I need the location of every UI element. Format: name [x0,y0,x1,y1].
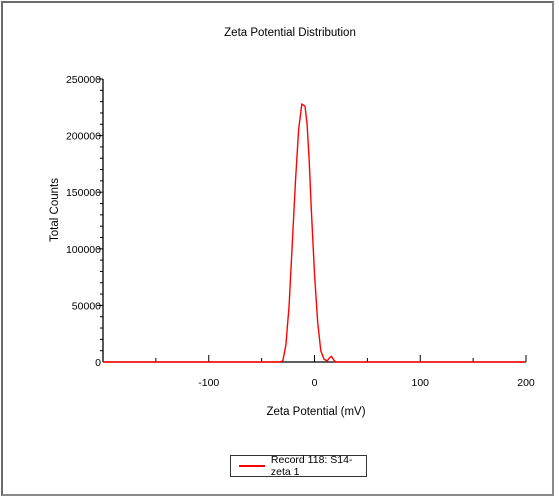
y-tick-label: 0 [95,357,101,369]
chart-title: Zeta Potential Distribution [224,27,356,39]
y-tick-label: 100000 [66,244,101,256]
x-tick-label: 100 [411,377,429,389]
y-tick-label: 250000 [66,74,101,86]
x-axis-title: Zeta Potential (mV) [266,406,365,418]
x-tick-label: 200 [517,377,535,389]
legend: Record 118: S14-zeta 1 [230,454,367,478]
y-tick-label: 150000 [66,187,101,199]
legend-label: Record 118: S14-zeta 1 [270,454,353,478]
series-layer [103,103,526,363]
x-tick-label: -100 [198,377,219,389]
x-tick-label: 0 [312,377,318,389]
legend-swatch [239,465,265,467]
axes: -100 0 100 200 0 50000 100000 150000 200000 25000… [66,74,535,389]
chart-frame [1,1,554,496]
y-tick-label: 200000 [66,131,101,143]
series-line [103,103,526,363]
y-tick-label: 50000 [72,300,101,312]
y-axis-title: Total Counts [49,178,61,242]
